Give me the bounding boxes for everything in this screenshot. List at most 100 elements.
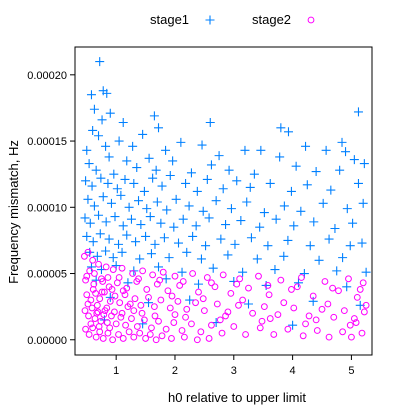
stage2-point — [81, 307, 89, 315]
stage1-point — [94, 131, 104, 141]
stage1-point — [275, 152, 285, 162]
stage1-point — [144, 153, 154, 163]
stage2-point — [101, 307, 109, 315]
stage2-point — [104, 274, 112, 281]
stage1-point — [89, 201, 99, 211]
stage1-point — [236, 216, 246, 226]
stage1-point — [138, 129, 148, 139]
x-axis-label: h0 relative to upper limit — [168, 390, 306, 405]
series-stage2 — [81, 248, 370, 344]
stage2-point — [180, 333, 188, 341]
stage2-point — [115, 331, 122, 338]
stage2-point — [305, 312, 313, 320]
stage2-point — [145, 293, 152, 301]
stage1-point — [128, 141, 138, 151]
stage1-point — [345, 241, 355, 251]
stage1-point — [265, 178, 275, 188]
stage1-point — [324, 234, 334, 244]
stage2-point — [112, 320, 120, 328]
stage1-point — [105, 108, 115, 118]
stage1-point — [120, 174, 130, 184]
stage2-point — [339, 328, 346, 336]
stage2-point — [197, 328, 205, 336]
stage1-point — [96, 173, 106, 183]
stage2-point — [130, 307, 138, 315]
stage1-point — [348, 218, 358, 228]
stage1-point — [181, 178, 191, 188]
y-tick-label: 0.00015 — [27, 136, 67, 148]
stage2-point — [233, 280, 241, 288]
stage1-point — [353, 107, 363, 117]
stage1-point — [122, 230, 132, 240]
stage1-point — [139, 186, 149, 196]
stage1-point — [357, 238, 367, 248]
stage1-point — [349, 155, 359, 165]
y-tick-label: 0.00000 — [27, 335, 67, 347]
stage2-point — [82, 325, 89, 333]
stage2-point — [236, 275, 244, 283]
y-tick-label: 0.00020 — [27, 70, 67, 82]
stage2-point — [88, 304, 96, 312]
stage2-point — [174, 297, 182, 305]
stage2-point — [96, 295, 104, 303]
stage1-point — [101, 217, 111, 227]
stage2-point — [284, 325, 292, 333]
stage2-point — [119, 287, 127, 295]
x-tick-label: 4 — [290, 365, 296, 377]
stage1-point — [151, 165, 161, 175]
stage2-point — [199, 295, 207, 303]
stage2-point — [171, 311, 179, 318]
stage2-point — [148, 324, 155, 332]
stage2-point — [129, 270, 137, 277]
stage2-point — [136, 329, 144, 337]
legend-marker-stage1 — [205, 15, 215, 25]
stage2-point — [89, 256, 97, 264]
stage2-point — [264, 282, 272, 289]
stage1-point — [256, 145, 266, 155]
stage2-point — [350, 315, 358, 322]
stage2-point — [95, 323, 103, 330]
stage2-point — [94, 308, 102, 316]
stage1-point — [353, 178, 363, 188]
stage2-point — [87, 320, 95, 328]
stage1-point — [124, 202, 134, 212]
stage2-point — [100, 311, 108, 318]
stage2-point — [115, 274, 123, 281]
stage2-point — [182, 313, 189, 321]
stage2-point — [111, 292, 119, 300]
stage1-point — [342, 282, 352, 292]
stage2-point — [142, 335, 149, 342]
stage2-point — [200, 307, 208, 315]
stage1-point — [192, 186, 202, 196]
stage1-point — [102, 88, 112, 98]
stage2-point — [188, 320, 195, 328]
stage1-point — [305, 241, 315, 251]
stage1-point — [109, 169, 119, 179]
stage1-point — [201, 241, 211, 251]
stage1-point — [157, 181, 167, 191]
stage2-point — [84, 248, 92, 256]
stage1-point — [94, 210, 104, 220]
stage2-point — [348, 333, 355, 341]
stage2-point — [137, 301, 145, 309]
stage1-point — [84, 159, 94, 169]
stage1-point — [223, 250, 233, 260]
y-tick-label: 0.00005 — [27, 269, 67, 281]
stage1-point — [82, 231, 92, 241]
stage2-point — [321, 278, 329, 285]
stage1-point — [194, 279, 204, 289]
stage2-point — [324, 300, 332, 308]
stage1-point — [330, 223, 340, 233]
stage1-point — [86, 90, 96, 100]
stage1-point — [261, 280, 271, 290]
stage2-point — [312, 316, 320, 324]
stage2-point — [85, 312, 92, 320]
stage2-point — [195, 288, 202, 296]
stage2-point — [219, 271, 227, 279]
stage2-point — [211, 283, 219, 291]
stage2-point — [93, 309, 101, 317]
stage2-point — [164, 287, 172, 295]
stage2-point — [330, 313, 338, 321]
stage1-point — [204, 213, 214, 223]
